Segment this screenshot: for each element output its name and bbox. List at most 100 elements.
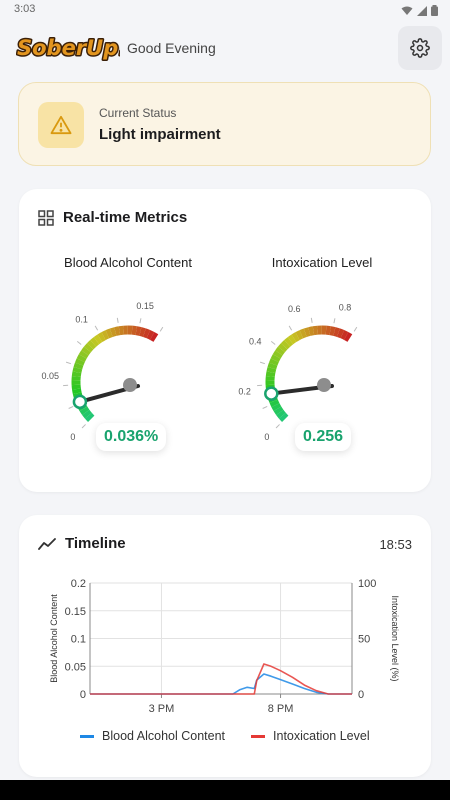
intox-gauge-arc-segment	[265, 371, 276, 377]
intox-gauge-arc-segment	[280, 340, 291, 350]
intox-gauge: 0 0.2 0.4 0.6 0.8	[238, 302, 358, 442]
bac-gauge-arc-segment	[71, 371, 82, 377]
intox-gauge-arc-segment	[268, 358, 279, 366]
current-status-card: Current Status Light impairment	[18, 82, 431, 166]
chart-series-intox-line	[90, 663, 352, 695]
system-status-bar: 3:03	[0, 0, 450, 22]
chart-x-tick-label: 3 PM	[149, 703, 175, 715]
bac-gauge-arc-segment	[131, 325, 137, 336]
intox-gauge-arc-segment	[291, 332, 300, 343]
intox-gauge-arc-segment	[299, 328, 307, 339]
intox-gauge-arc-segment	[273, 406, 284, 415]
chart-y-left-tick-label: 0	[80, 689, 86, 701]
intox-gauge-arc-segment	[312, 325, 319, 336]
app-header: SoberUp! SoberUp! Good Evening	[0, 22, 450, 76]
intox-gauge-tick-label: 0.4	[249, 337, 262, 347]
intox-gauge-arc-segment	[303, 327, 311, 338]
bac-gauge-value: 0.036%	[96, 423, 167, 451]
timeline-card: Timeline 18:53	[19, 515, 431, 777]
bac-gauge-tick	[81, 424, 86, 429]
bac-gauge-arc-segment	[142, 328, 151, 339]
intox-gauge-tick	[333, 318, 336, 324]
bac-gauge-arc-segment	[73, 362, 84, 370]
bac-gauge-arc-segment	[78, 350, 89, 359]
bac-gauge-arc-segment	[150, 331, 159, 342]
timeline-title-row: Timeline	[38, 535, 126, 552]
bac-gauge-arc-segment	[79, 406, 90, 415]
chart-y-left-tick-label: 0.1	[71, 634, 86, 646]
bac-gauge-tick-label: 0.1	[75, 314, 88, 324]
intox-gauge-value-marker	[264, 386, 279, 401]
intox-gauge-arc-segment	[275, 346, 285, 356]
chart-y-right-tick-label: 0	[358, 689, 364, 701]
signal-icon	[417, 5, 427, 16]
bac-gauge-tick-label: 0	[70, 432, 75, 442]
chart-y-left-label: Blood Alcohol Content	[49, 594, 59, 683]
bac-gauge-arc-segment	[74, 358, 85, 366]
svg-text:SoberUp!: SoberUp!	[17, 36, 120, 60]
app-logo: SoberUp! SoberUp!	[16, 32, 130, 67]
bac-gauge-arc-segment	[82, 409, 92, 419]
intox-gauge-arc-segment	[287, 334, 297, 345]
bac-gauge-arc-segment	[90, 337, 100, 347]
wifi-icon	[401, 6, 413, 15]
bac-gauge-arc-segment	[146, 330, 155, 340]
greeting-text: Good Evening	[127, 40, 216, 56]
gear-icon	[410, 38, 430, 58]
legend-item-bac: Blood Alcohol Content	[80, 729, 225, 743]
intox-gauge-tick-label: 0	[264, 432, 269, 442]
status-icon-box	[38, 102, 84, 148]
intox-gauge-arc-segment	[329, 326, 336, 336]
intox-gauge-arc-segment	[267, 362, 278, 370]
system-navigation-bar	[0, 780, 450, 800]
chart-y-left-tick-label: 0.15	[65, 606, 86, 618]
bac-gauge-arc-segment	[97, 332, 106, 343]
bac-gauge-arc-segment	[114, 326, 121, 336]
bac-gauge-arc-segment	[76, 354, 87, 363]
dashboard-grid-icon	[38, 209, 54, 226]
bac-gauge-tick-label: 0.05	[41, 371, 59, 381]
bac-gauge-value-marker	[72, 394, 88, 410]
timeline-title: Timeline	[65, 535, 126, 552]
intox-gauge-tick	[275, 424, 280, 429]
intox-gauge-tick	[288, 325, 293, 331]
intox-gauge-tick	[270, 340, 276, 345]
realtime-metrics-card: Real-time Metrics	[19, 189, 431, 492]
intox-gauge-tick	[310, 317, 313, 323]
bac-gauge-tick	[139, 318, 142, 324]
intox-gauge-arc-segment	[325, 325, 331, 336]
intox-gauge-tick	[353, 326, 358, 332]
chart-y-right-label: Intoxication Level (%)	[390, 595, 400, 681]
settings-button[interactable]	[398, 26, 442, 70]
intox-gauge-arc-segment	[266, 366, 277, 374]
bac-gauge-arc-segment	[139, 327, 146, 337]
bac-gauge-tick	[68, 406, 74, 409]
bac-gauge-arc-segment	[84, 412, 95, 422]
legend-item-intox: Intoxication Level	[251, 729, 370, 743]
intox-gauge-tick-label: 0.6	[288, 304, 301, 314]
bac-gauge-arc-segment	[93, 334, 103, 345]
bac-gauge-tick	[76, 340, 82, 345]
intox-gauge-arc-segment	[333, 327, 340, 337]
intox-gauge-value: 0.256	[295, 423, 352, 451]
bac-gauge-tick	[159, 326, 164, 332]
battery-icon	[431, 5, 438, 16]
bac-gauge-arc-segment	[83, 343, 94, 353]
status-label: Current Status	[99, 106, 177, 120]
trend-line-icon	[38, 537, 56, 550]
intox-gauge-tick	[262, 406, 268, 409]
intox-gauge-arc-segment	[308, 326, 315, 336]
intox-gauge-tick-label: 0.2	[238, 386, 251, 396]
chart-y-right-tick-label: 50	[358, 634, 370, 646]
intox-gauge-arc-segment	[272, 350, 283, 359]
intox-gauge-arc-segment	[271, 403, 282, 412]
bac-gauge-arc-segment	[72, 366, 83, 374]
chart-y-right-tick-label: 100	[358, 578, 376, 590]
bac-gauge-title: Blood Alcohol Content	[64, 255, 192, 270]
svg-text:SoberUp!: SoberUp!	[17, 36, 120, 60]
legend-swatch-intox	[251, 734, 266, 738]
chart-series-bac-line	[90, 673, 352, 695]
bac-gauge-arc-segment	[105, 328, 113, 339]
intox-gauge-title: Intoxication Level	[271, 255, 373, 270]
intox-gauge-arc-segment	[277, 343, 288, 353]
